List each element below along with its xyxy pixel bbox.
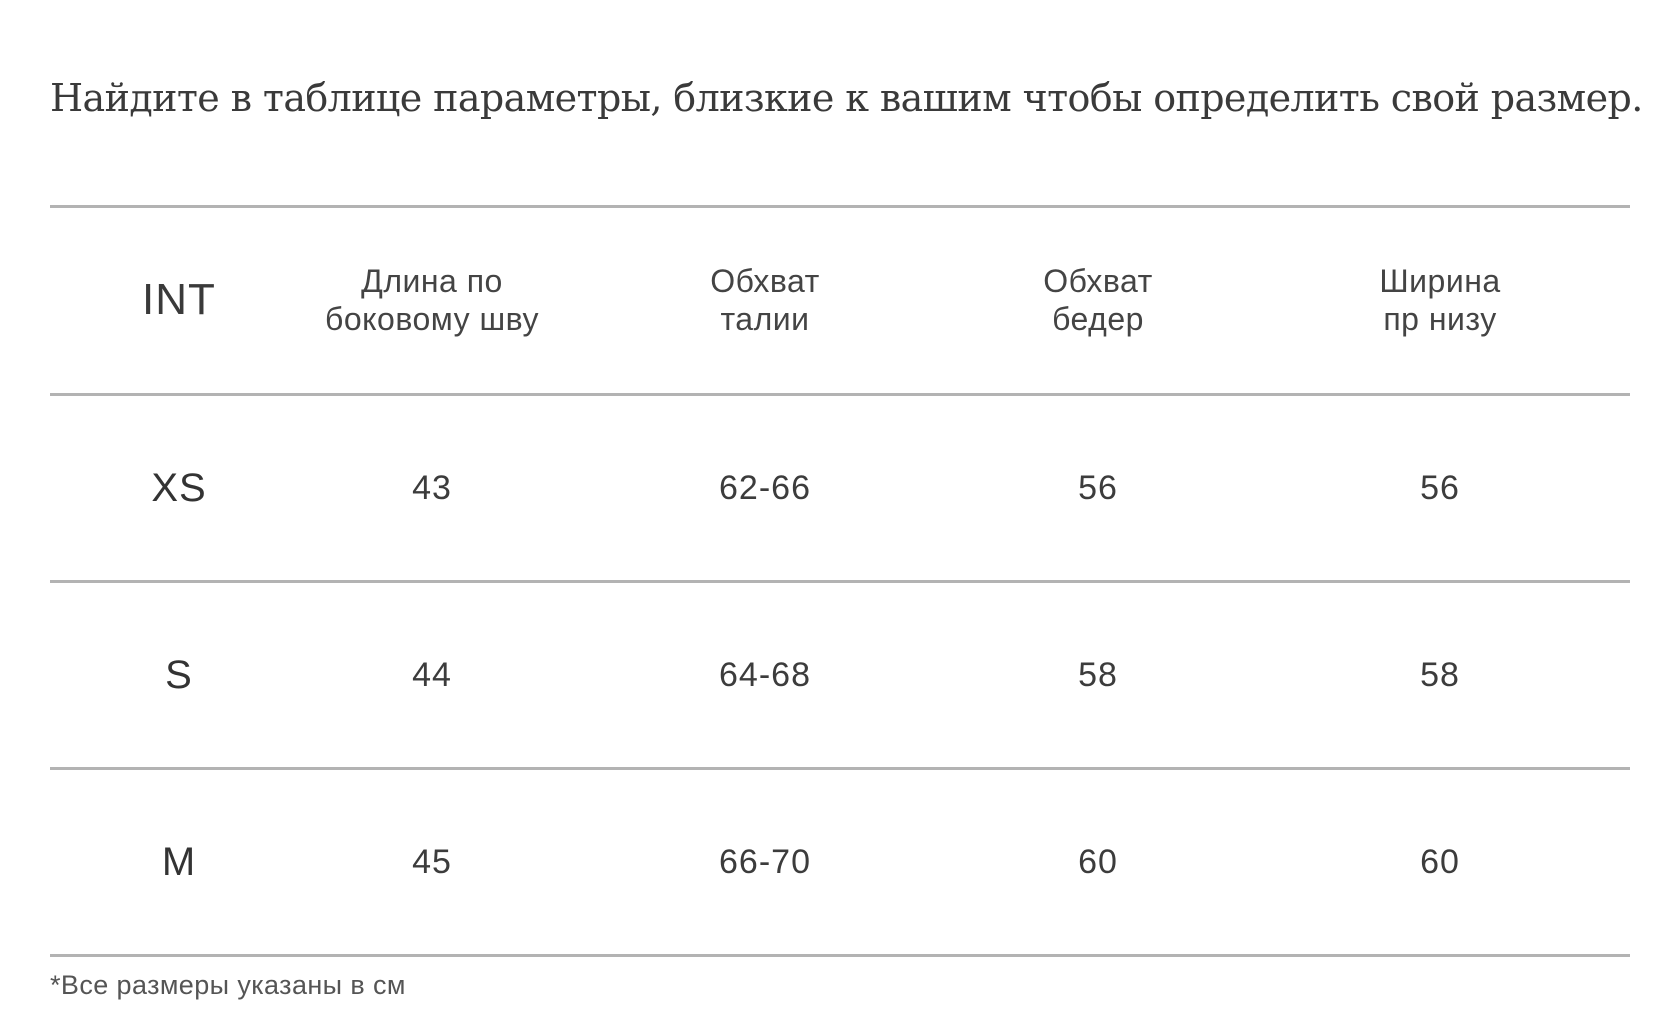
header-waist: Обхват талии xyxy=(710,263,820,337)
header-int: INT xyxy=(142,275,216,324)
waist-value: 66-70 xyxy=(719,842,811,881)
length-value: 43 xyxy=(412,468,452,507)
hem-width-value: 58 xyxy=(1420,655,1460,694)
table-divider xyxy=(50,767,1630,770)
header-side-seam-length: Длина по боковому шву xyxy=(325,263,539,337)
intro-text: Найдите в таблице параметры, близкие к в… xyxy=(50,76,1643,120)
hem-width-value: 56 xyxy=(1420,468,1460,507)
hips-value: 56 xyxy=(1078,468,1118,507)
hem-width-value: 60 xyxy=(1420,842,1460,881)
waist-value: 64-68 xyxy=(719,655,811,694)
length-value: 44 xyxy=(412,655,452,694)
size-label: S xyxy=(165,652,193,697)
table-divider xyxy=(50,393,1630,396)
waist-value: 62-66 xyxy=(719,468,811,507)
table-divider xyxy=(50,205,1630,208)
header-hips: Обхват бедер xyxy=(1043,263,1153,337)
header-hem-width: Ширина пр низу xyxy=(1379,263,1501,337)
hips-value: 58 xyxy=(1078,655,1118,694)
length-value: 45 xyxy=(412,842,452,881)
size-label: XS xyxy=(151,465,207,510)
size-label: M xyxy=(161,839,197,884)
table-row: XS 43 62-66 56 56 xyxy=(50,395,1630,581)
hips-value: 60 xyxy=(1078,842,1118,881)
table-row: S 44 64-68 58 58 xyxy=(50,582,1630,768)
table-row: M 45 66-70 60 60 xyxy=(50,769,1630,955)
footnote: *Все размеры указаны в см xyxy=(50,970,406,1000)
table-divider xyxy=(50,954,1630,957)
table-divider xyxy=(50,580,1630,583)
table-header-row: INT Длина по боковому шву Обхват талии О… xyxy=(50,207,1630,393)
